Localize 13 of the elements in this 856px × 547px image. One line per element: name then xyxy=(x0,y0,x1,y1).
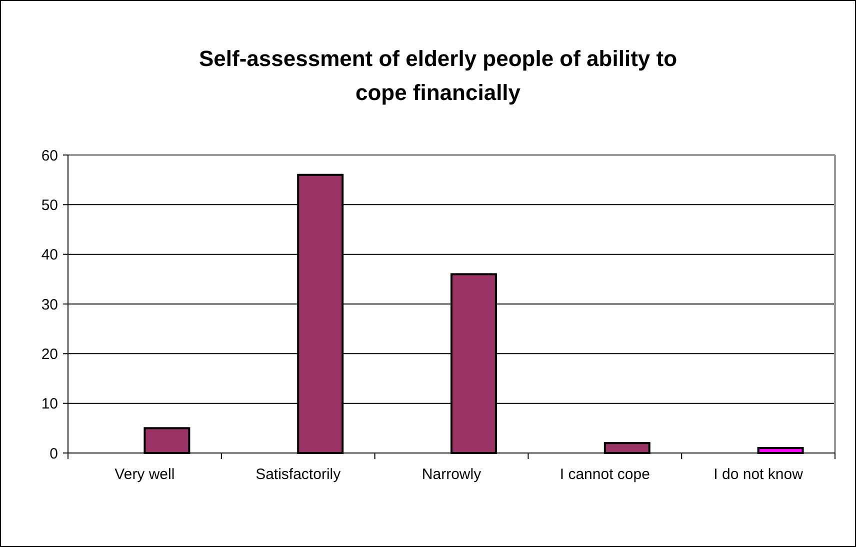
y-tick-label: 60 xyxy=(41,147,58,164)
x-tick-label: I cannot cope xyxy=(560,466,650,483)
x-tick-label: Narrowly xyxy=(422,466,482,483)
x-tick-label: Very well xyxy=(114,466,175,483)
y-tick-label: 20 xyxy=(41,346,58,363)
x-tick-label: I do not know xyxy=(714,466,804,483)
y-tick-label: 30 xyxy=(41,296,58,314)
x-tick-label: Satisfactorily xyxy=(256,466,342,483)
y-tick-label: 0 xyxy=(50,445,58,462)
y-tick-label: 50 xyxy=(41,196,58,214)
y-tick-label: 40 xyxy=(41,246,58,264)
y-tick-label: 10 xyxy=(41,396,58,413)
chart-title: Self-assessment of elderly people of ability to cope financially xyxy=(198,46,678,105)
